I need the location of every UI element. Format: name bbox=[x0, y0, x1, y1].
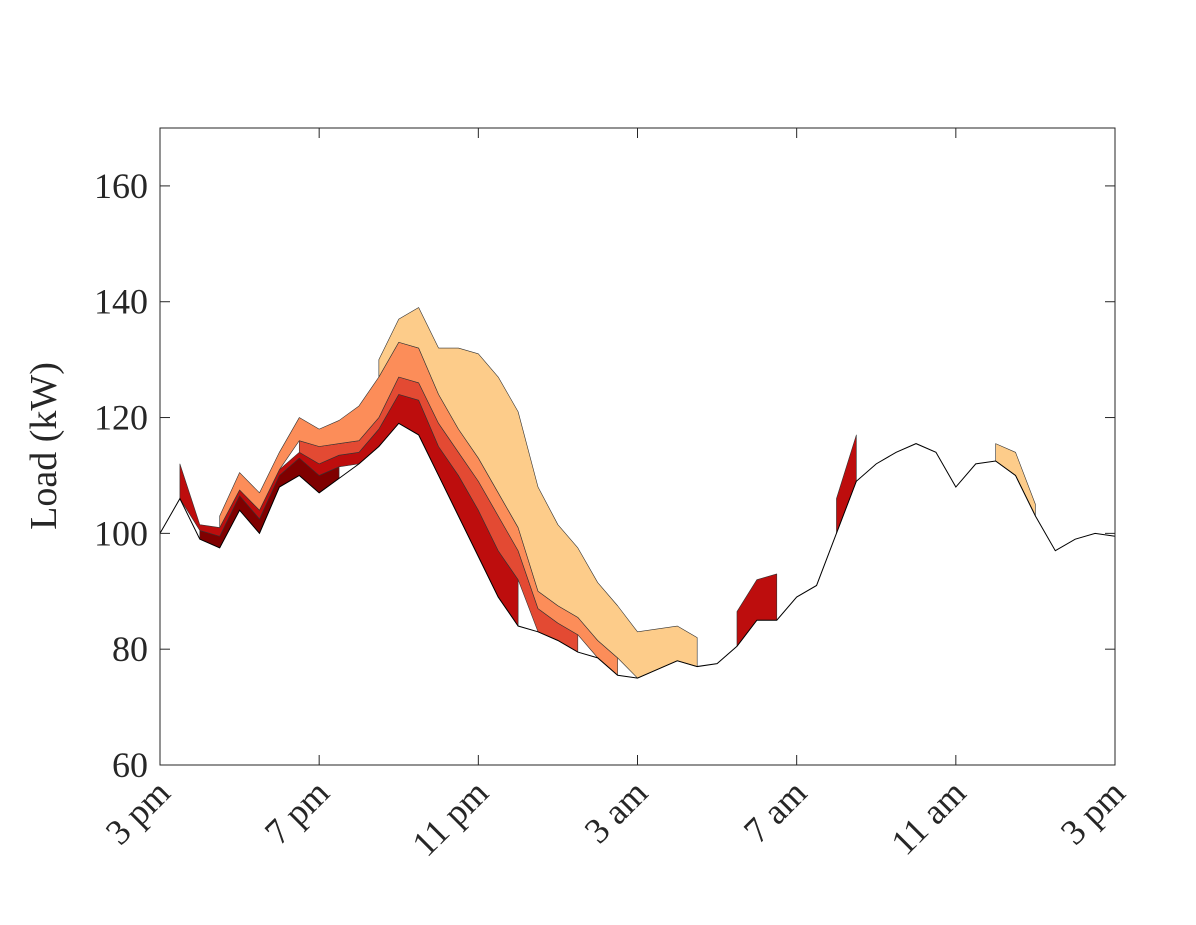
y-axis-label: Load (kW) bbox=[23, 362, 65, 530]
y-tick-label: 60 bbox=[112, 745, 148, 785]
y-tick-label: 140 bbox=[94, 282, 148, 322]
load-line bbox=[159, 422, 1116, 679]
y-tick-label: 160 bbox=[94, 166, 148, 206]
y-tick-label: 120 bbox=[94, 398, 148, 438]
plot-area bbox=[159, 307, 1116, 679]
y-tick-label: 100 bbox=[94, 513, 148, 553]
y-tick-label: 80 bbox=[112, 629, 148, 669]
